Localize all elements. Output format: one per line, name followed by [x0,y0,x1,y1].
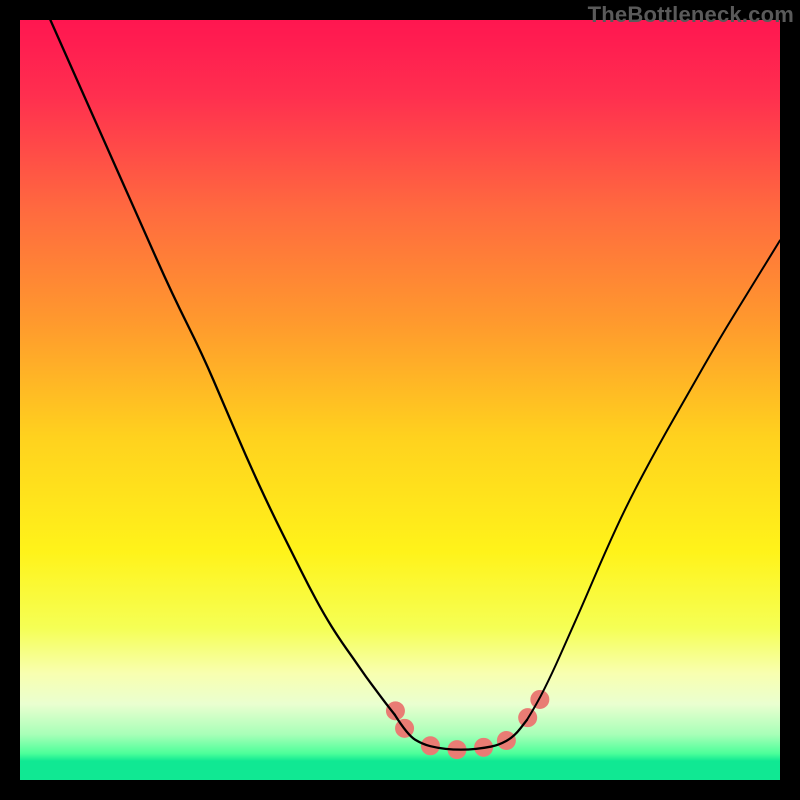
bottleneck-chart: TheBottleneck.com [0,0,800,800]
gradient-background [20,20,780,780]
green-baseline [20,762,780,780]
chart-svg [0,0,800,800]
watermark-text: TheBottleneck.com [588,2,794,28]
